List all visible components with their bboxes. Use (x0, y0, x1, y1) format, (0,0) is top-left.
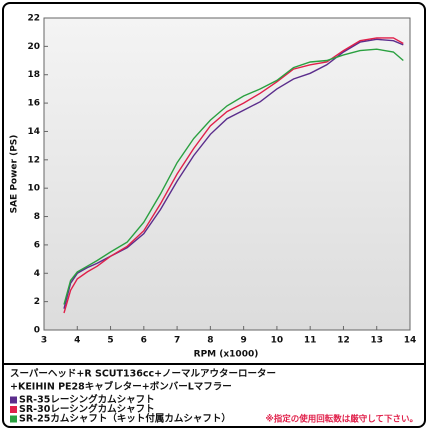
series-line (63, 37, 404, 314)
legend-label: SR-30レーシングカムシャフト (19, 403, 155, 415)
y-tick-label: 14 (27, 127, 40, 137)
note: ※指定の使用回転数は厳守して下さい。 (265, 414, 418, 425)
legend-label: SR-25カムシャフト（キット付属カムシャフト） (19, 413, 231, 425)
x-tick-label: 9 (241, 336, 247, 346)
x-axis-label: RPM (x1000) (194, 350, 259, 360)
y-tick-label: 2 (34, 297, 40, 307)
x-tick-label: 14 (404, 336, 417, 346)
x-tick-label: 12 (337, 336, 350, 346)
caption: スーパーヘッド+R SCUT136cc+ノーマルアウターローター (10, 368, 276, 380)
y-tick-label: 20 (27, 42, 40, 52)
y-tick-label: 0 (34, 326, 40, 336)
y-tick-label: 6 (34, 240, 40, 250)
y-tick-label: 8 (34, 212, 40, 222)
legend-swatch (10, 396, 17, 404)
y-axis-label: SAE Power (PS) (10, 135, 20, 214)
y-tick-label: 4 (34, 269, 40, 279)
x-tick-label: 6 (141, 336, 147, 346)
caption: +KEIHIN PE28キャブレター+ボンバーLマフラー (10, 381, 232, 393)
x-tick-label: 5 (107, 336, 113, 346)
x-tick-label: 3 (41, 336, 47, 346)
legend-label: SR-35レーシングカムシャフト (19, 394, 155, 406)
plot-area (43, 17, 411, 331)
x-tick-label: 4 (74, 336, 80, 346)
x-tick-label: 8 (207, 336, 213, 346)
y-tick-label: 22 (27, 14, 40, 24)
x-tick-label: 11 (304, 336, 317, 346)
y-tick-label: 10 (27, 184, 40, 194)
series-line (63, 38, 404, 309)
series-line (63, 48, 404, 305)
x-tick-label: 13 (370, 336, 383, 346)
y-tick-label: 18 (27, 70, 40, 80)
legend-swatch (10, 415, 17, 423)
x-tick-label: 10 (271, 336, 284, 346)
y-tick-label: 16 (27, 99, 40, 109)
x-tick-label: 7 (174, 336, 180, 346)
legend-swatch (10, 406, 17, 413)
y-tick-label: 12 (27, 155, 40, 165)
